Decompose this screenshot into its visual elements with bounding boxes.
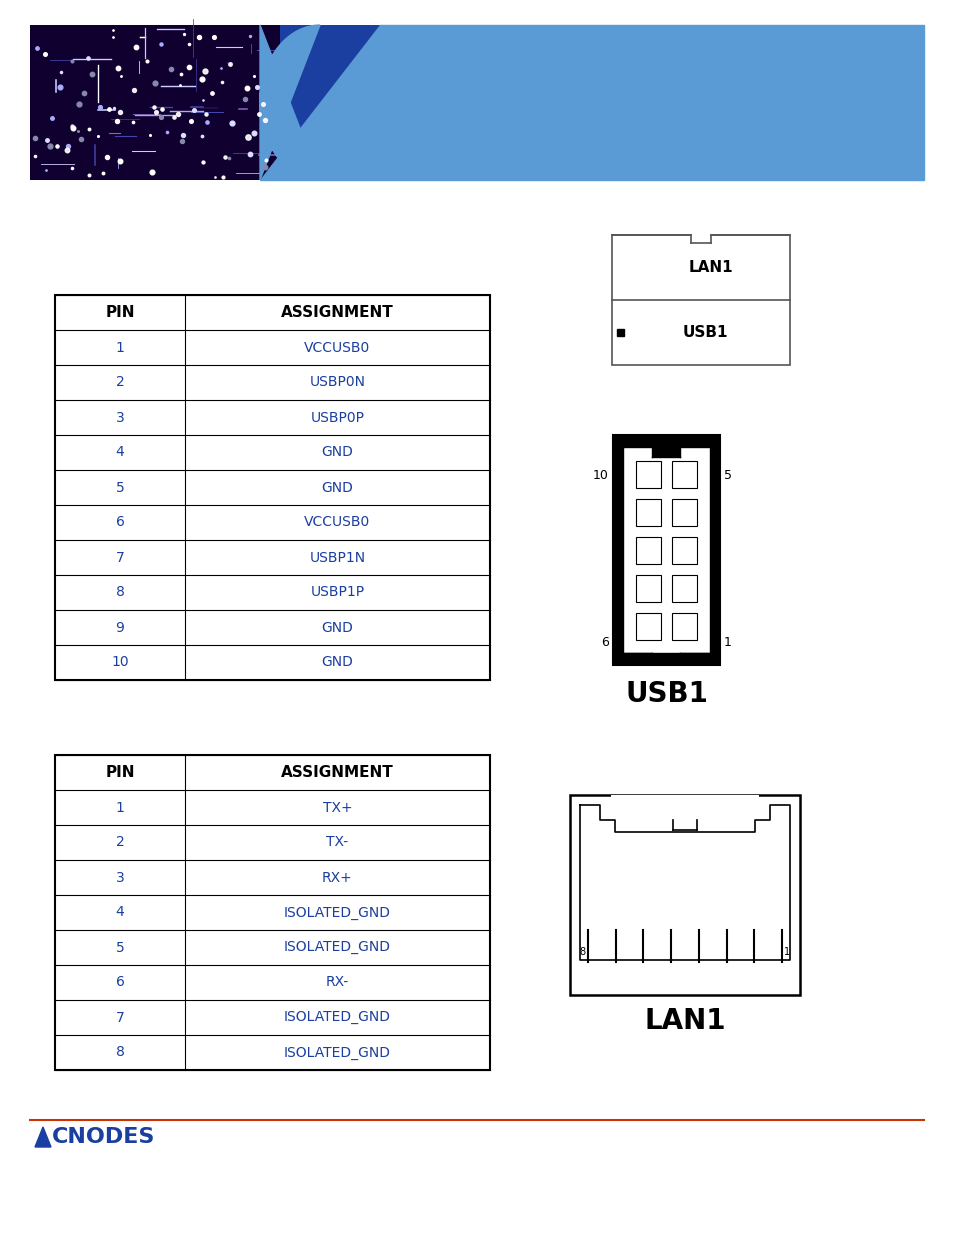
Text: ISOLATED_GND: ISOLATED_GND bbox=[284, 1046, 391, 1060]
Text: VCCUSB0: VCCUSB0 bbox=[304, 341, 370, 354]
Text: 1: 1 bbox=[115, 800, 124, 815]
Text: USBP0N: USBP0N bbox=[309, 375, 365, 389]
Text: ASSIGNMENT: ASSIGNMENT bbox=[281, 305, 394, 320]
Text: 7: 7 bbox=[115, 551, 124, 564]
Bar bbox=[613, 435, 720, 664]
Polygon shape bbox=[35, 1128, 51, 1147]
Bar bbox=[636, 574, 660, 601]
Text: RX-: RX- bbox=[326, 976, 349, 989]
Text: 1: 1 bbox=[723, 636, 731, 648]
Text: 9: 9 bbox=[115, 620, 124, 635]
Text: ISOLATED_GND: ISOLATED_GND bbox=[284, 905, 391, 920]
Text: 2: 2 bbox=[115, 836, 124, 850]
Text: 10: 10 bbox=[112, 656, 129, 669]
Bar bbox=[55, 295, 490, 680]
Text: LAN1: LAN1 bbox=[643, 1007, 725, 1035]
Text: GND: GND bbox=[321, 480, 353, 494]
Bar bbox=[612, 235, 789, 366]
Text: 6: 6 bbox=[115, 976, 124, 989]
Text: 4: 4 bbox=[115, 905, 124, 920]
Text: USB1: USB1 bbox=[624, 680, 707, 708]
Text: 1: 1 bbox=[783, 947, 789, 957]
Text: 7: 7 bbox=[115, 1010, 124, 1025]
Bar bbox=[617, 329, 623, 336]
Bar bbox=[30, 25, 280, 180]
Text: 8: 8 bbox=[579, 947, 585, 957]
Text: ISOLATED_GND: ISOLATED_GND bbox=[284, 1010, 391, 1025]
Text: 3: 3 bbox=[115, 871, 124, 884]
Bar bbox=[610, 795, 759, 832]
Bar bbox=[671, 461, 697, 488]
Text: PIN: PIN bbox=[105, 764, 134, 781]
Text: TX-: TX- bbox=[326, 836, 348, 850]
Text: 5: 5 bbox=[723, 469, 731, 483]
Text: 6: 6 bbox=[600, 636, 608, 648]
Text: 3: 3 bbox=[115, 410, 124, 425]
Text: USBP1P: USBP1P bbox=[310, 585, 364, 599]
Bar bbox=[671, 574, 697, 601]
Text: VCCUSB0: VCCUSB0 bbox=[304, 515, 370, 530]
Bar bbox=[636, 499, 660, 526]
Bar bbox=[636, 461, 660, 488]
Bar bbox=[671, 499, 697, 526]
Text: 4: 4 bbox=[115, 446, 124, 459]
Text: GND: GND bbox=[321, 656, 353, 669]
Text: USBP0P: USBP0P bbox=[310, 410, 364, 425]
Text: 8: 8 bbox=[115, 1046, 124, 1060]
Text: 5: 5 bbox=[115, 480, 124, 494]
Text: ASSIGNMENT: ASSIGNMENT bbox=[281, 764, 394, 781]
Text: USBP1N: USBP1N bbox=[309, 551, 365, 564]
Bar bbox=[690, 233, 710, 243]
Polygon shape bbox=[260, 25, 923, 180]
Text: LAN1: LAN1 bbox=[688, 261, 733, 275]
Text: CNODES: CNODES bbox=[52, 1128, 155, 1147]
Text: 2: 2 bbox=[115, 375, 124, 389]
Text: 6: 6 bbox=[115, 515, 124, 530]
Text: PIN: PIN bbox=[105, 305, 134, 320]
Polygon shape bbox=[260, 25, 319, 180]
Bar bbox=[636, 613, 660, 640]
Bar bbox=[622, 447, 652, 457]
Bar bbox=[671, 537, 697, 564]
Bar bbox=[622, 457, 709, 653]
Text: RX+: RX+ bbox=[322, 871, 353, 884]
Text: GND: GND bbox=[321, 620, 353, 635]
Text: ISOLATED_GND: ISOLATED_GND bbox=[284, 941, 391, 955]
Bar bbox=[636, 537, 660, 564]
Text: 5: 5 bbox=[115, 941, 124, 955]
Text: 1: 1 bbox=[115, 341, 124, 354]
Text: GND: GND bbox=[321, 446, 353, 459]
Text: 8: 8 bbox=[115, 585, 124, 599]
Bar bbox=[652, 643, 679, 655]
Bar bbox=[679, 447, 709, 457]
Bar bbox=[55, 755, 490, 1070]
Text: 10: 10 bbox=[593, 469, 608, 483]
Bar bbox=[671, 613, 697, 640]
Text: TX+: TX+ bbox=[322, 800, 352, 815]
Bar bbox=[569, 795, 800, 995]
Text: USB1: USB1 bbox=[681, 325, 727, 340]
Bar bbox=[30, 25, 923, 180]
